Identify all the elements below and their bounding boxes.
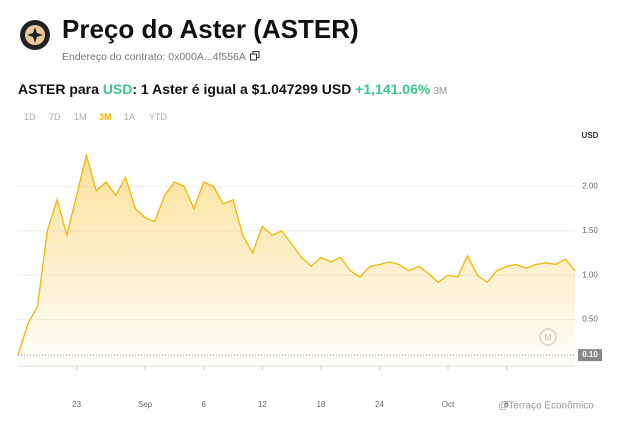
- x-tick-label: Sep: [138, 400, 153, 409]
- conv-to[interactable]: USD: [102, 81, 133, 97]
- x-tick-label: Oct: [442, 400, 455, 409]
- range-button[interactable]: YTD: [149, 112, 167, 122]
- logo: [20, 20, 50, 50]
- price-line: [17, 152, 576, 356]
- logo-icon: [25, 25, 45, 45]
- conv-change: +1,141.06%: [355, 81, 431, 97]
- contract-text: Endereço do contrato: 0x000A...4f556A: [62, 51, 246, 63]
- title: Preço do Aster (ASTER): [62, 14, 359, 44]
- x-tick-label: 6: [201, 400, 206, 409]
- x-tick-label: 24: [375, 400, 384, 409]
- contract: Endereço do contrato: 0x000A...4f556A: [62, 51, 260, 63]
- x-tick-label: 23: [72, 400, 81, 409]
- reference-label-box: [578, 349, 602, 362]
- area-fill: [18, 155, 575, 364]
- range-button[interactable]: 7D: [49, 112, 61, 122]
- reference-label: 0.10: [582, 350, 598, 359]
- y-tick-label: 0.50: [582, 315, 598, 324]
- copy-icon[interactable]: [250, 51, 260, 61]
- range-button[interactable]: 1A: [124, 112, 136, 122]
- conversion: ASTER para USD: 1 Aster é igual a $1.047…: [18, 81, 447, 97]
- y-tick-label: 2.00: [582, 182, 598, 191]
- x-tick-label: 18: [316, 400, 325, 409]
- range-buttons: 1D 7D 1M 3M 1A YTD: [24, 112, 174, 122]
- conv-from: ASTER: [18, 81, 66, 97]
- conv-period: 3M: [433, 86, 448, 97]
- range-button[interactable]: 3M: [99, 112, 112, 122]
- conv-rate: : 1 Aster é igual a $1.047299 USD: [132, 81, 352, 97]
- range-button[interactable]: 1D: [24, 112, 36, 122]
- watermark: @Terraço Econômico: [498, 401, 594, 412]
- conv-connector: para: [69, 81, 99, 97]
- y-axis-label: USD: [582, 131, 599, 140]
- x-tick-label: 12: [258, 400, 267, 409]
- y-tick-label: 1.50: [582, 226, 598, 235]
- y-tick-label: 1.00: [582, 270, 598, 279]
- range-button[interactable]: 1M: [74, 112, 87, 122]
- x-tick-label: 6: [504, 400, 509, 409]
